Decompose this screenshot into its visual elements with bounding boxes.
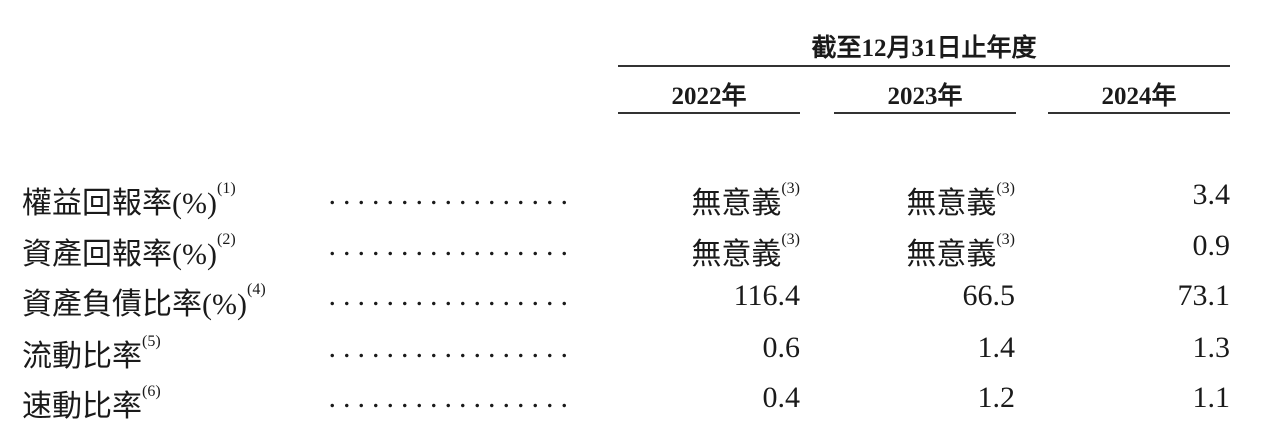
- row-label-text: 資產負債比率(%): [22, 288, 247, 321]
- footnote-ref: (3): [781, 180, 800, 197]
- table-row: 資產回報率(%)(2)................. 無意義(3) 無意義(3)…: [0, 229, 1262, 279]
- cell-value: 66.5: [835, 279, 1016, 313]
- cell-value: 116.4: [620, 279, 800, 313]
- cell-value: 無意義(3): [620, 229, 800, 273]
- cell-value-text: 3.4: [1192, 178, 1231, 211]
- footnote-ref: (5): [142, 333, 161, 350]
- table-row: 資產負債比率(%)(4)................. 116.4 66.5 73…: [0, 279, 1262, 329]
- cell-value: 1.4: [835, 331, 1016, 365]
- leader-dots: .................: [328, 279, 575, 312]
- cell-value-text: 66.5: [962, 279, 1016, 312]
- cell-value: 無意義(3): [620, 178, 800, 222]
- row-label: 資產回報率(%)(2): [22, 229, 236, 273]
- row-label-text: 權益回報率(%): [22, 187, 217, 220]
- row-label: 流動比率(5): [22, 331, 161, 375]
- cell-value-text: 無意義: [906, 187, 997, 220]
- cell-value-text: 1.4: [977, 331, 1016, 364]
- cell-value-text: 0.4: [762, 381, 801, 414]
- cell-value-text: 1.3: [1192, 331, 1231, 364]
- row-label: 速動比率(6): [22, 381, 161, 425]
- row-label: 資產負債比率(%)(4): [22, 279, 266, 323]
- row-label-text: 資產回報率(%): [22, 238, 217, 271]
- footnote-ref: (1): [216, 180, 236, 197]
- cell-value: 1.2: [835, 381, 1016, 415]
- cell-value: 1.3: [1050, 331, 1231, 365]
- footnote-ref: (3): [996, 231, 1015, 248]
- row-label-text: 速動比率: [22, 390, 142, 423]
- year-underline: [618, 112, 800, 114]
- leader-dots: .................: [328, 331, 575, 364]
- cell-value: 0.9: [1050, 229, 1231, 263]
- table-row: 流動比率(5)................. 0.6 1.4 1.3: [0, 331, 1262, 381]
- year-header-2023: 2023年: [887, 83, 963, 110]
- cell-value-text: 1.2: [977, 381, 1016, 414]
- year-header-2024: 2024年: [1101, 83, 1177, 110]
- cell-value-text: 無意義: [906, 238, 997, 271]
- row-label: 權益回報率(%)(1): [22, 178, 236, 222]
- cell-value-text: 1.1: [1192, 381, 1231, 414]
- cell-value: 無意義(3): [835, 178, 1015, 222]
- leader-dots: .................: [328, 178, 575, 211]
- cell-value-text: 0.6: [762, 331, 801, 364]
- cell-value: 無意義(3): [835, 229, 1015, 273]
- cell-value-text: 無意義: [691, 238, 782, 271]
- footnote-ref: (3): [996, 180, 1015, 197]
- cell-value-text: 116.4: [733, 279, 800, 312]
- cell-value: 0.4: [620, 381, 801, 415]
- footnote-ref: (2): [216, 231, 236, 248]
- leader-dots: .................: [328, 229, 575, 262]
- cell-value-text: 無意義: [691, 187, 782, 220]
- footnote-ref: (6): [142, 383, 161, 400]
- cell-value-text: 73.1: [1177, 279, 1231, 312]
- cell-value-text: 0.9: [1192, 229, 1231, 262]
- cell-value: 1.1: [1050, 381, 1231, 415]
- header-divider: [618, 65, 1230, 67]
- year-underline: [834, 112, 1016, 114]
- cell-value: 0.6: [620, 331, 801, 365]
- cell-value: 73.1: [1050, 279, 1231, 313]
- table-row: 權益回報率(%)(1)................. 無意義(3) 無意義(3)…: [0, 178, 1262, 228]
- footnote-ref: (4): [246, 281, 266, 298]
- table-row: 速動比率(6)................. 0.4 1.2 1.1: [0, 381, 1262, 431]
- period-header: 截至12月31日止年度: [811, 35, 1037, 62]
- cell-value: 3.4: [1050, 178, 1231, 212]
- footnote-ref: (3): [781, 231, 800, 248]
- year-underline: [1048, 112, 1230, 114]
- year-header-2022: 2022年: [671, 83, 747, 110]
- row-label-text: 流動比率: [22, 340, 142, 373]
- leader-dots: .................: [328, 381, 575, 414]
